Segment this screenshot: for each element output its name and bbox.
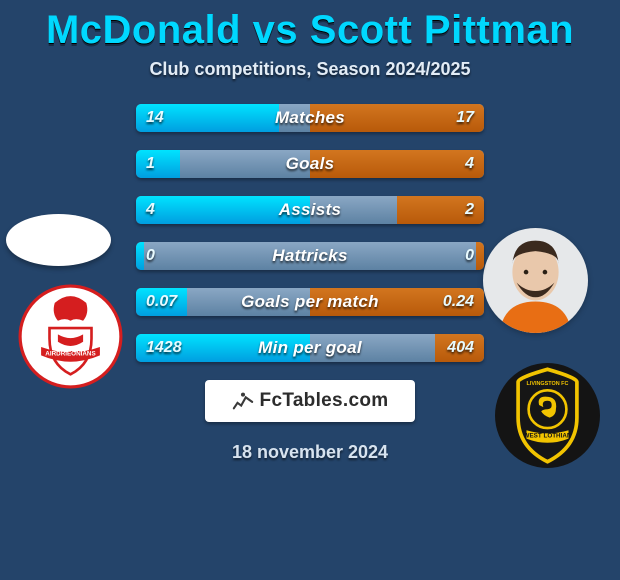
fctables-logo-icon bbox=[232, 390, 254, 412]
player-portrait-icon bbox=[483, 228, 588, 333]
stat-label: Matches bbox=[136, 104, 484, 132]
right-value: 0 bbox=[465, 242, 474, 270]
left-player-avatar bbox=[6, 214, 111, 266]
right-value: 0.24 bbox=[443, 288, 474, 316]
right-value: 2 bbox=[465, 196, 474, 224]
subtitle: Club competitions, Season 2024/2025 bbox=[0, 59, 620, 80]
stat-label: Goals per match bbox=[136, 288, 484, 316]
left-club-badge: AFC AIRDRIEONIANS bbox=[18, 284, 123, 389]
page-title: McDonald vs Scott Pittman bbox=[0, 8, 620, 53]
stat-row: Goals per match0.07 0.24 bbox=[136, 288, 484, 316]
left-value: 1 bbox=[146, 150, 155, 178]
stat-label: Goals bbox=[136, 150, 484, 178]
left-value: 1428 bbox=[146, 334, 182, 362]
left-value: 4 bbox=[146, 196, 155, 224]
stat-label: Min per goal bbox=[136, 334, 484, 362]
stat-bars: Matches1417Goals14Assists42Hattricks00Go… bbox=[136, 104, 484, 362]
left-value: 0.07 bbox=[146, 288, 177, 316]
stat-row: Goals1 4 bbox=[136, 150, 484, 178]
svg-text:WEST LOTHIAN: WEST LOTHIAN bbox=[524, 433, 572, 440]
stat-label: Assists bbox=[136, 196, 484, 224]
left-value: 14 bbox=[146, 104, 164, 132]
right-value: 404 bbox=[447, 334, 474, 362]
svg-text:AIRDRIEONIANS: AIRDRIEONIANS bbox=[45, 350, 95, 357]
right-player-avatar bbox=[483, 228, 588, 333]
branding-badge: FcTables.com bbox=[205, 380, 415, 422]
stat-row: Hattricks0 0 bbox=[136, 242, 484, 270]
svg-text:LIVINGSTON FC: LIVINGSTON FC bbox=[527, 381, 569, 387]
livingston-badge-icon: WEST LOTHIAN LIVINGSTON FC bbox=[495, 363, 600, 468]
stat-label: Hattricks bbox=[136, 242, 484, 270]
right-value: 17 bbox=[456, 104, 474, 132]
left-value: 0 bbox=[146, 242, 155, 270]
comparison-arena: AFC AIRDRIEONIANS WEST bbox=[0, 104, 620, 463]
stat-row: Matches14 17 bbox=[136, 104, 484, 132]
branding-text: FcTables.com bbox=[260, 390, 389, 412]
right-value: 4 bbox=[465, 150, 474, 178]
stat-row: Min per goal1428 404 bbox=[136, 334, 484, 362]
right-club-badge: WEST LOTHIAN LIVINGSTON FC bbox=[495, 363, 600, 468]
airdrieonians-badge-icon: AFC AIRDRIEONIANS bbox=[18, 284, 123, 389]
stat-row: Assists4 2 bbox=[136, 196, 484, 224]
